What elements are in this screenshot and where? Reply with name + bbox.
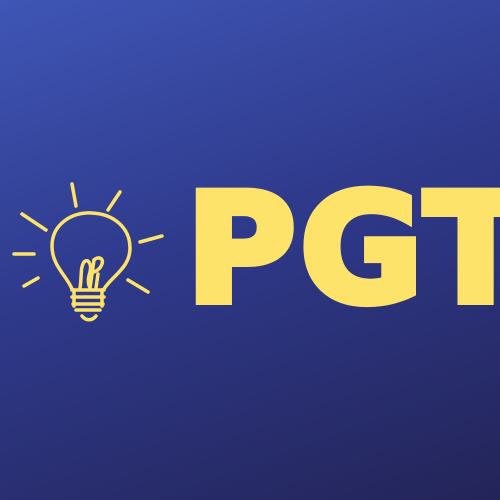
logo-text: PGT xyxy=(182,163,500,337)
lightbulb-icon xyxy=(12,182,164,322)
